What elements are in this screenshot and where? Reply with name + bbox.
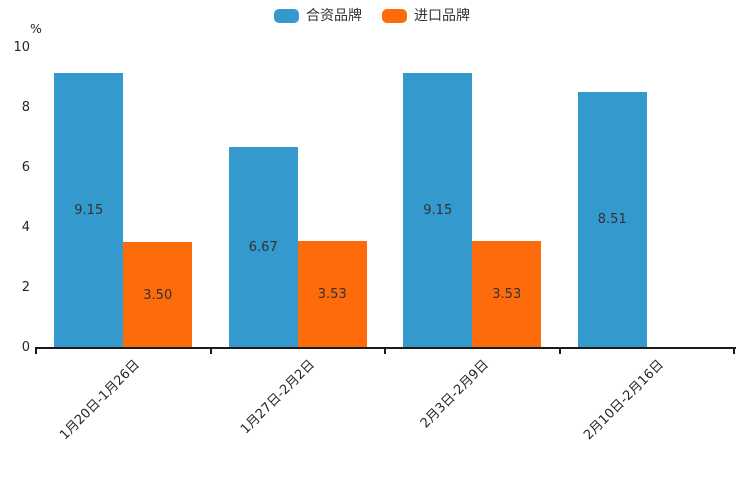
bar-value-label: 3.53 — [317, 287, 347, 303]
x-axis-tick — [35, 349, 37, 354]
bar-合资品牌-1月20日-1月26日: 9.15 — [54, 72, 124, 347]
legend-label: 进口品牌 — [414, 8, 470, 24]
legend-item-series-0: 合资品牌 — [274, 9, 362, 23]
x-axis-line — [35, 347, 736, 349]
y-axis-tick-label: 2 — [21, 280, 30, 295]
x-axis-category-label: 1月20日-1月26日 — [57, 357, 144, 444]
bar-进口品牌-1月27日-2月2日: 3.53 — [297, 241, 367, 347]
y-axis-tick-label: 6 — [21, 160, 30, 175]
legend-swatch-icon — [382, 9, 407, 23]
bar-value-label: 3.50 — [143, 287, 173, 303]
y-axis-tick-label: 10 — [13, 40, 30, 55]
legend: 合资品牌 进口品牌 — [0, 9, 744, 23]
x-axis-category-label: 2月3日-2月9日 — [418, 357, 493, 432]
y-axis-tick-label: 8 — [21, 100, 30, 115]
x-axis-category-label: 2月10日-2月16日 — [580, 357, 667, 444]
plot-area: 0 2 4 6 8 10 9.15 3.50 1月20日-1月26日 6.67 3.53 1月27日-… — [13, 41, 736, 443]
bar-value-label: 9.15 — [74, 202, 104, 218]
bar-value-label: 6.67 — [248, 239, 278, 255]
y-axis-tick-label: 0 — [21, 340, 30, 355]
x-axis-tick — [384, 349, 386, 354]
y-axis-unit-label: % — [30, 21, 42, 36]
y-axis-tick-label: 4 — [21, 220, 30, 235]
x-axis-tick — [559, 349, 561, 354]
x-axis-category-label: 1月27日-2月2日 — [237, 357, 318, 438]
legend-item-series-1: 进口品牌 — [382, 9, 470, 23]
bar-进口品牌-2月3日-2月9日: 3.53 — [472, 241, 542, 347]
legend-swatch-icon — [274, 9, 299, 23]
bar-合资品牌-2月3日-2月9日: 9.15 — [403, 72, 473, 347]
bar-value-label: 8.51 — [597, 212, 627, 228]
bar-value-label: 9.15 — [423, 202, 453, 218]
x-axis-tick — [733, 349, 735, 354]
x-axis-tick — [210, 349, 212, 354]
bar-合资品牌-2月10日-2月16日: 8.51 — [577, 91, 647, 347]
legend-label: 合资品牌 — [306, 8, 362, 24]
bar-合资品牌-1月27日-2月2日: 6.67 — [228, 146, 298, 347]
bar-value-label: 3.53 — [492, 287, 522, 303]
bar-进口品牌-1月20日-1月26日: 3.50 — [123, 242, 193, 347]
